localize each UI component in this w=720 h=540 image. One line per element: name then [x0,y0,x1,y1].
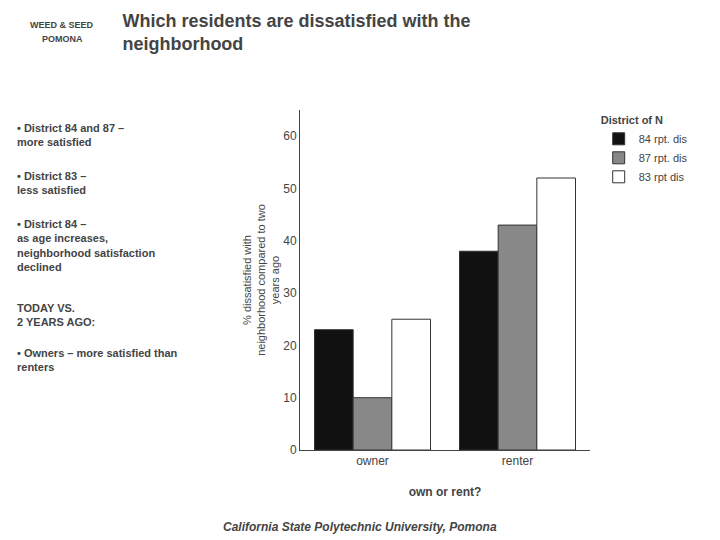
svg-text:84 rpt. dis: 84 rpt. dis [639,133,688,145]
svg-text:District of N: District of N [601,114,663,126]
svg-text:own or rent?: own or rent? [409,485,482,499]
svg-text:40: 40 [283,234,297,248]
svg-text:% dissatisfied withneighborhoo: % dissatisfied withneighborhood compared… [241,204,282,356]
svg-text:10: 10 [283,391,297,405]
svg-text:83 rpt dis: 83 rpt dis [639,171,685,183]
svg-text:30: 30 [283,286,297,300]
svg-text:• District 84 –as age increase: • District 84 –as age increases,neighbor… [17,218,155,273]
svg-text:• Owners – more satisfied than: • Owners – more satisfied thanrenters [17,347,178,373]
svg-text:WEED & SEED: WEED & SEED [30,20,94,30]
svg-text:renter: renter [502,454,533,468]
svg-text:POMONA: POMONA [42,34,83,44]
svg-text:California State Polytechnic U: California State Polytechnic University,… [223,520,497,534]
svg-text:0: 0 [290,443,297,457]
svg-text:• District 84 and 87 –more sat: • District 84 and 87 –more satisfied [17,122,124,148]
svg-text:owner: owner [356,454,389,468]
svg-text:60: 60 [283,129,297,143]
svg-text:20: 20 [283,339,297,353]
svg-text:Which residents are dissatisfi: Which residents are dissatisfied with th… [122,11,470,54]
svg-text:TODAY VS.2 YEARS AGO:: TODAY VS.2 YEARS AGO: [17,302,95,328]
svg-text:87 rpt. dis: 87 rpt. dis [639,152,688,164]
svg-text:50: 50 [283,182,297,196]
svg-text:• District 83 –less satisfied: • District 83 –less satisfied [17,170,86,196]
